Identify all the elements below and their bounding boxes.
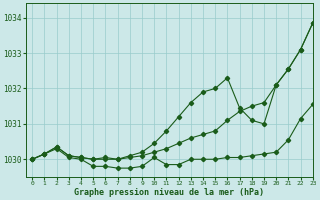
X-axis label: Graphe pression niveau de la mer (hPa): Graphe pression niveau de la mer (hPa) xyxy=(75,188,264,197)
